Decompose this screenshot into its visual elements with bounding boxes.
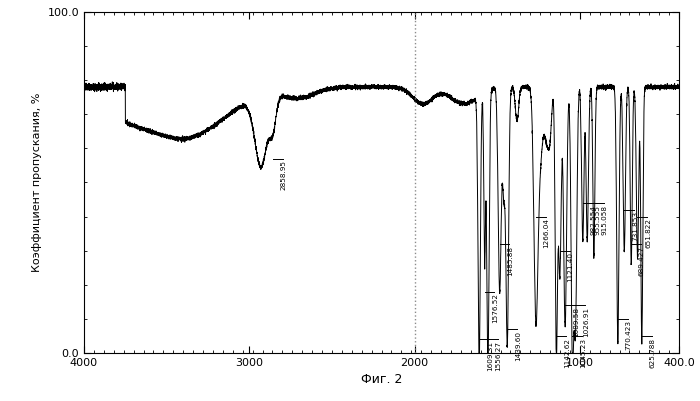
Text: 1121.40: 1121.40 bbox=[568, 252, 573, 282]
Text: 982.554: 982.554 bbox=[591, 205, 596, 235]
Text: 1439.60: 1439.60 bbox=[515, 331, 521, 361]
Text: 2858.95: 2858.95 bbox=[280, 160, 286, 190]
Text: 955.555: 955.555 bbox=[595, 205, 601, 235]
Text: 1026.91: 1026.91 bbox=[583, 307, 589, 337]
Text: 1266.04: 1266.04 bbox=[544, 218, 550, 248]
Text: 1142.62: 1142.62 bbox=[564, 338, 570, 368]
Text: 651.822: 651.822 bbox=[645, 218, 651, 248]
Text: 770.423: 770.423 bbox=[626, 320, 631, 350]
Text: 1576.52: 1576.52 bbox=[492, 293, 498, 323]
Text: 1045.23: 1045.23 bbox=[580, 338, 586, 368]
Text: 1556.27: 1556.27 bbox=[496, 341, 502, 371]
X-axis label: Фиг. 2: Фиг. 2 bbox=[360, 373, 402, 386]
Text: 689.427: 689.427 bbox=[639, 245, 645, 275]
Text: 915.058: 915.058 bbox=[601, 205, 608, 235]
Y-axis label: Коэффициент пропускания, %: Коэффициент пропускания, % bbox=[32, 93, 42, 272]
Text: 1089.58: 1089.58 bbox=[573, 307, 579, 337]
Text: 731.853: 731.853 bbox=[632, 211, 638, 241]
Text: 625.788: 625.788 bbox=[650, 338, 655, 368]
Text: 1485.88: 1485.88 bbox=[508, 245, 513, 275]
Text: 1609.31: 1609.31 bbox=[487, 341, 493, 371]
